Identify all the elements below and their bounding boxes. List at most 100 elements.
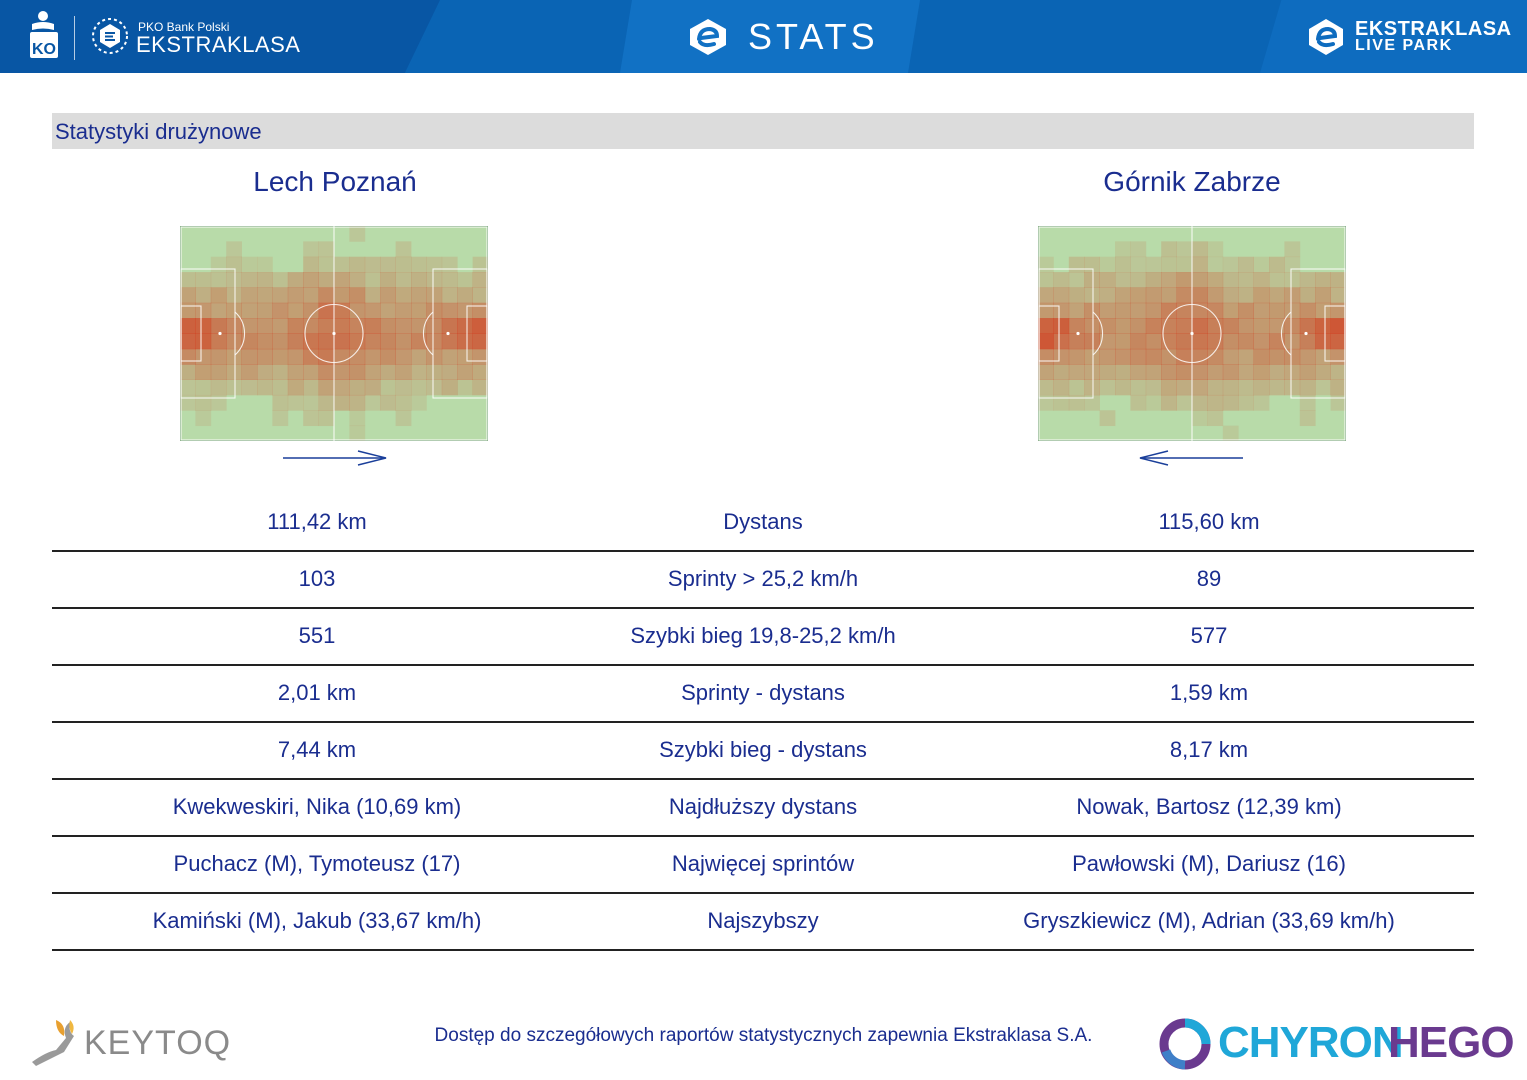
heatmap-cell xyxy=(349,394,366,411)
heatmap-cell xyxy=(1038,302,1054,319)
heatmap-cell xyxy=(287,272,304,288)
heatmap-cell xyxy=(1145,318,1162,334)
heatmap-cell xyxy=(1099,348,1116,365)
heatmap-cell xyxy=(349,272,366,288)
heatmap-cell xyxy=(1284,333,1301,350)
heatmap-cell xyxy=(318,333,335,350)
heatmap-cell xyxy=(411,364,427,380)
heatmap-cell xyxy=(303,410,319,427)
heatmap-cell xyxy=(1330,379,1346,396)
heatmap-cell xyxy=(180,333,196,350)
heatmap-cell xyxy=(349,287,366,304)
heatmap-cell xyxy=(1068,272,1085,288)
heatmap-cell xyxy=(257,287,273,304)
keytoq-logo-text: KEYTOQ xyxy=(84,1024,232,1062)
heatmap-cell xyxy=(1192,272,1208,288)
heatmap-cell xyxy=(349,302,366,319)
heatmap-cell xyxy=(472,272,488,288)
heatmap-cell xyxy=(1038,364,1054,380)
heatmap-cell xyxy=(1053,394,1070,411)
heatmap-cell xyxy=(1299,379,1316,396)
heatmap-cell xyxy=(272,379,289,396)
heatmap-cell xyxy=(1099,272,1116,288)
heatmap-cell xyxy=(1161,348,1177,365)
heatmap-cell xyxy=(411,348,427,365)
stat-row: Kwekweskiri, Nika (10,69 km) Najdłuższy d… xyxy=(52,780,1474,837)
heatmap-cell xyxy=(303,348,319,365)
heatmap-cell xyxy=(426,318,443,334)
heatmap-cell xyxy=(1038,318,1054,334)
heatmap-cell xyxy=(226,348,242,365)
heatmap-cell xyxy=(1038,256,1054,273)
heatmap-cell xyxy=(257,272,273,288)
heatmap-cell xyxy=(1192,287,1208,304)
heatmap-cell xyxy=(411,394,427,411)
heatmap-cell xyxy=(441,302,458,319)
live-park-logo-icon xyxy=(1309,19,1343,55)
pitch-spot xyxy=(1304,331,1308,336)
heatmap-cell xyxy=(1269,287,1285,304)
top-banner: KO PKO Bank Polski EKSTRAKLASA STATS EKS… xyxy=(0,0,1527,73)
heatmap-cell xyxy=(1130,394,1147,411)
heatmap-cell xyxy=(226,272,242,288)
heatmap-cell xyxy=(380,348,396,365)
heatmap-cell xyxy=(1284,364,1301,380)
heatmap-cell xyxy=(349,379,366,396)
stat-label: Sprinty - dystans xyxy=(681,680,845,705)
heatmap-cell xyxy=(287,333,304,350)
heatmap-cell xyxy=(380,394,396,411)
heatmap-cell xyxy=(1299,364,1316,380)
heatmap-cell xyxy=(195,333,212,350)
heatmap-cell xyxy=(1315,287,1331,304)
heatmap-cell xyxy=(180,364,196,380)
home-stat-value: 111,42 km xyxy=(267,509,367,534)
heatmap-cell xyxy=(1222,287,1239,304)
heatmap-cell xyxy=(1038,394,1054,411)
heatmap-cell xyxy=(364,348,381,365)
pitch-spot xyxy=(446,331,450,336)
pitch-line xyxy=(180,305,202,362)
heatmap-cell xyxy=(364,256,381,273)
heatmap-cell xyxy=(1222,379,1239,396)
heatmap-cell xyxy=(1238,318,1254,334)
heatmap-cell xyxy=(411,256,427,273)
heatmap-cell xyxy=(1053,364,1070,380)
stats-table: 111,42 km Dystans 115,60 km 103 Sprinty > 25… xyxy=(52,495,1474,951)
heatmap-cell xyxy=(1115,348,1131,365)
heatmap-cell xyxy=(395,348,412,365)
heatmap-cell xyxy=(334,379,350,396)
heatmap-cell xyxy=(210,379,227,396)
heatmap-cell xyxy=(226,364,242,380)
heatmap-cell xyxy=(1053,379,1070,396)
heatmap-cell xyxy=(180,348,196,365)
heatmap-cell xyxy=(457,272,473,288)
heatmap-cell xyxy=(411,272,427,288)
heatmap-cell xyxy=(1299,394,1316,411)
heatmap-cell xyxy=(349,226,366,242)
heatmap-cell xyxy=(380,318,396,334)
heatmap-cell xyxy=(1038,348,1054,365)
heatmap-cell xyxy=(318,287,335,304)
heatmap-cell xyxy=(318,410,335,427)
heatmap-cell xyxy=(241,302,258,319)
heatmap-cell xyxy=(395,256,412,273)
heatmap-cell xyxy=(1222,302,1239,319)
home-stat-value: Kwekweskiri, Nika (10,69 km) xyxy=(172,794,462,819)
heatmap-cell xyxy=(1330,333,1346,350)
heatmap-cell xyxy=(1176,333,1193,350)
heatmap-cell xyxy=(241,333,258,350)
heatmap-cell xyxy=(1284,256,1301,273)
heatmap-cell xyxy=(195,302,212,319)
heatmap-cell xyxy=(380,256,396,273)
heatmap-cell xyxy=(364,318,381,334)
heatmap-cell xyxy=(1207,410,1224,427)
heatmap-cell xyxy=(411,333,427,350)
heatmap-cell xyxy=(1099,410,1116,427)
heatmap-cell xyxy=(334,287,350,304)
heatmap-cell xyxy=(226,333,242,350)
stat-row: 2,01 km Sprinty - dystans 1,59 km xyxy=(52,666,1474,723)
heatmap-cell xyxy=(1145,302,1162,319)
heatmap-cell xyxy=(226,287,242,304)
heatmap-cell xyxy=(226,302,242,319)
heatmap-cell xyxy=(1176,287,1193,304)
